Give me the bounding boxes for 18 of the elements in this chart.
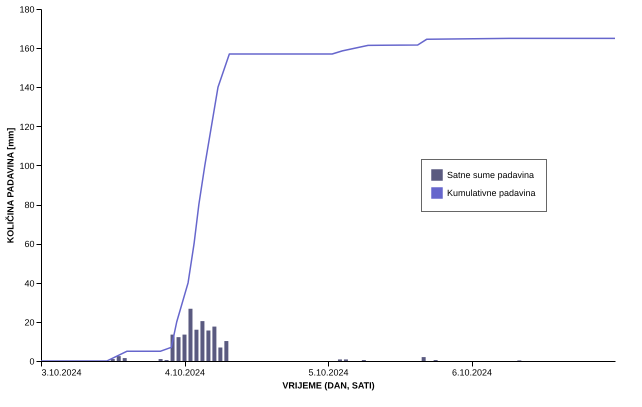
legend-label: Kumulativne padavina bbox=[447, 188, 536, 198]
y-tick-label: 160 bbox=[19, 44, 34, 54]
y-tick-label: 40 bbox=[24, 278, 34, 288]
legend-label: Satne sume padavina bbox=[447, 170, 534, 180]
y-tick-label: 140 bbox=[19, 82, 34, 93]
y-tick-label: 100 bbox=[19, 160, 34, 171]
y-tick-label: 60 bbox=[24, 239, 34, 250]
y-tick-label: 80 bbox=[24, 200, 34, 210]
y-tick-label: 120 bbox=[19, 122, 34, 132]
x-tick-label: 6.10.2024 bbox=[452, 368, 492, 378]
x-tick-label: 3.10.2024 bbox=[42, 368, 82, 378]
y-tick-label: 180 bbox=[19, 4, 34, 14]
x-axis-title: VRIJEME (DAN, SATI) bbox=[282, 380, 375, 390]
y-tick-label: 20 bbox=[24, 317, 34, 328]
y-tick-label: 0 bbox=[29, 356, 34, 366]
x-tick-label: 5.10.2024 bbox=[308, 368, 349, 378]
y-axis-title: KOLIČINA PADAVINA [mm] bbox=[4, 128, 16, 244]
x-tick-label: 4.10.2024 bbox=[164, 368, 206, 378]
